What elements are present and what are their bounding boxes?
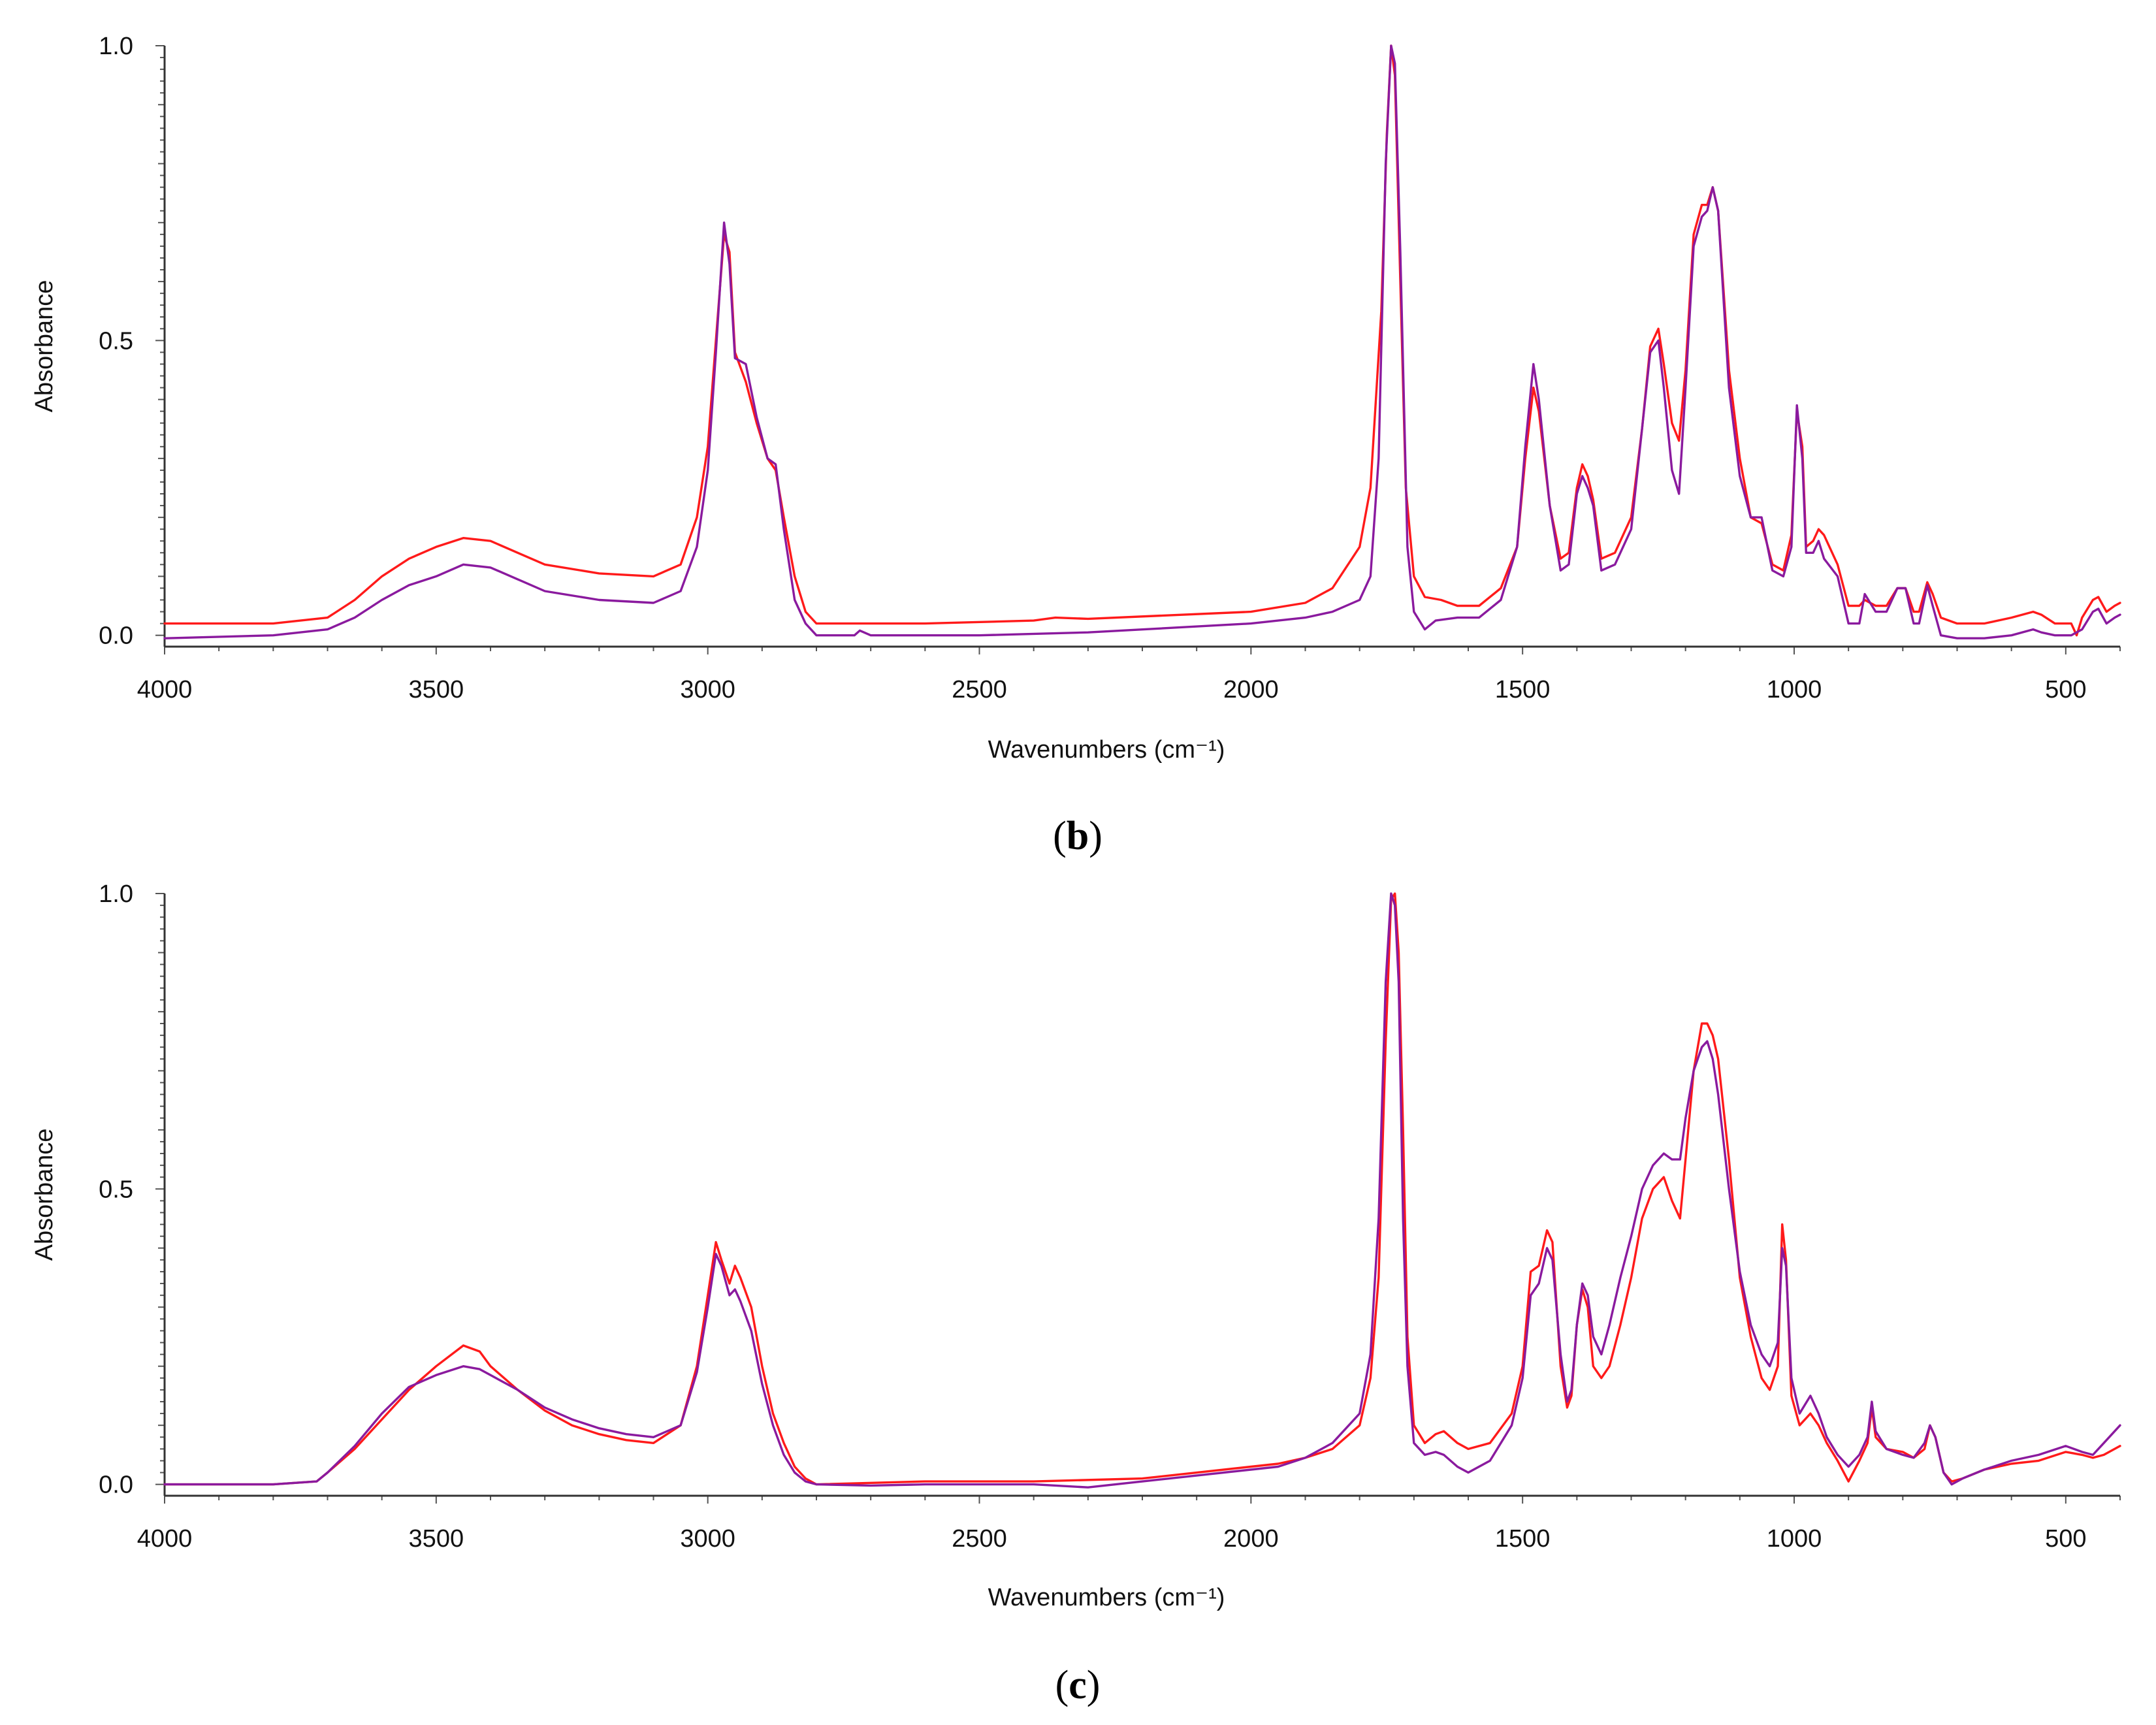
y-tick-label: 0.0 xyxy=(99,1472,133,1499)
x-tick-label: 1500 xyxy=(1495,676,1551,703)
x-tick-label: 500 xyxy=(2045,676,2086,703)
y-tick-label: 0.5 xyxy=(99,327,133,355)
x-tick-label: 4000 xyxy=(137,1525,193,1553)
panel-label: (b) xyxy=(1053,814,1102,858)
y-axis-ticks: 0.0 0.5 1.0 xyxy=(99,33,165,650)
x-tick-label: 2000 xyxy=(1223,1525,1279,1553)
series-line-2 xyxy=(163,44,2121,639)
y-tick-label: 0.5 xyxy=(99,1176,133,1203)
x-tick-label: 3000 xyxy=(680,1525,735,1553)
x-tick-label: 1500 xyxy=(1495,1525,1551,1553)
y-tick-label: 1.0 xyxy=(99,33,133,60)
y-axis-ticks: 0.0 0.5 1.0 xyxy=(99,880,165,1499)
chart-panel-c: 0.0 0.5 1.0 4000 3500 3000 2500 2000 1500 1000 50… xyxy=(31,880,2121,1707)
x-tick-label: 4000 xyxy=(137,676,193,703)
x-tick-label: 2500 xyxy=(952,676,1007,703)
series-line-2 xyxy=(163,892,2121,1489)
series-group xyxy=(163,44,2121,639)
y-tick-label: 1.0 xyxy=(99,880,133,908)
x-tick-label: 3500 xyxy=(409,1525,464,1553)
chart-panel-b: 0.0 0.5 1.0 4000 3500 3000 2500 2000 1500 1000 50… xyxy=(31,33,2121,858)
series-line-1 xyxy=(163,44,2121,637)
x-tick-label: 1000 xyxy=(1767,676,1822,703)
y-axis-label: Absorbance xyxy=(31,280,58,413)
x-axis-ticks: 4000 3500 3000 2500 2000 1500 1000 500 xyxy=(137,1496,2121,1553)
x-tick-label: 500 xyxy=(2045,1525,2086,1553)
x-tick-label: 3000 xyxy=(680,676,735,703)
y-tick-label: 0.0 xyxy=(99,622,133,650)
y-axis-label: Absorbance xyxy=(31,1129,58,1261)
x-axis-ticks: 4000 3500 3000 2500 2000 1500 1000 500 xyxy=(137,647,2121,703)
series-group xyxy=(163,892,2121,1489)
x-tick-label: 1000 xyxy=(1767,1525,1822,1553)
x-tick-label: 2500 xyxy=(952,1525,1007,1553)
series-line-1 xyxy=(163,892,2121,1486)
panel-label: (c) xyxy=(1055,1663,1101,1707)
x-axis-label: Wavenumbers (cm⁻¹) xyxy=(988,736,1225,764)
x-tick-label: 3500 xyxy=(409,676,464,703)
x-tick-label: 2000 xyxy=(1223,676,1279,703)
x-axis-label: Wavenumbers (cm⁻¹) xyxy=(988,1584,1225,1611)
